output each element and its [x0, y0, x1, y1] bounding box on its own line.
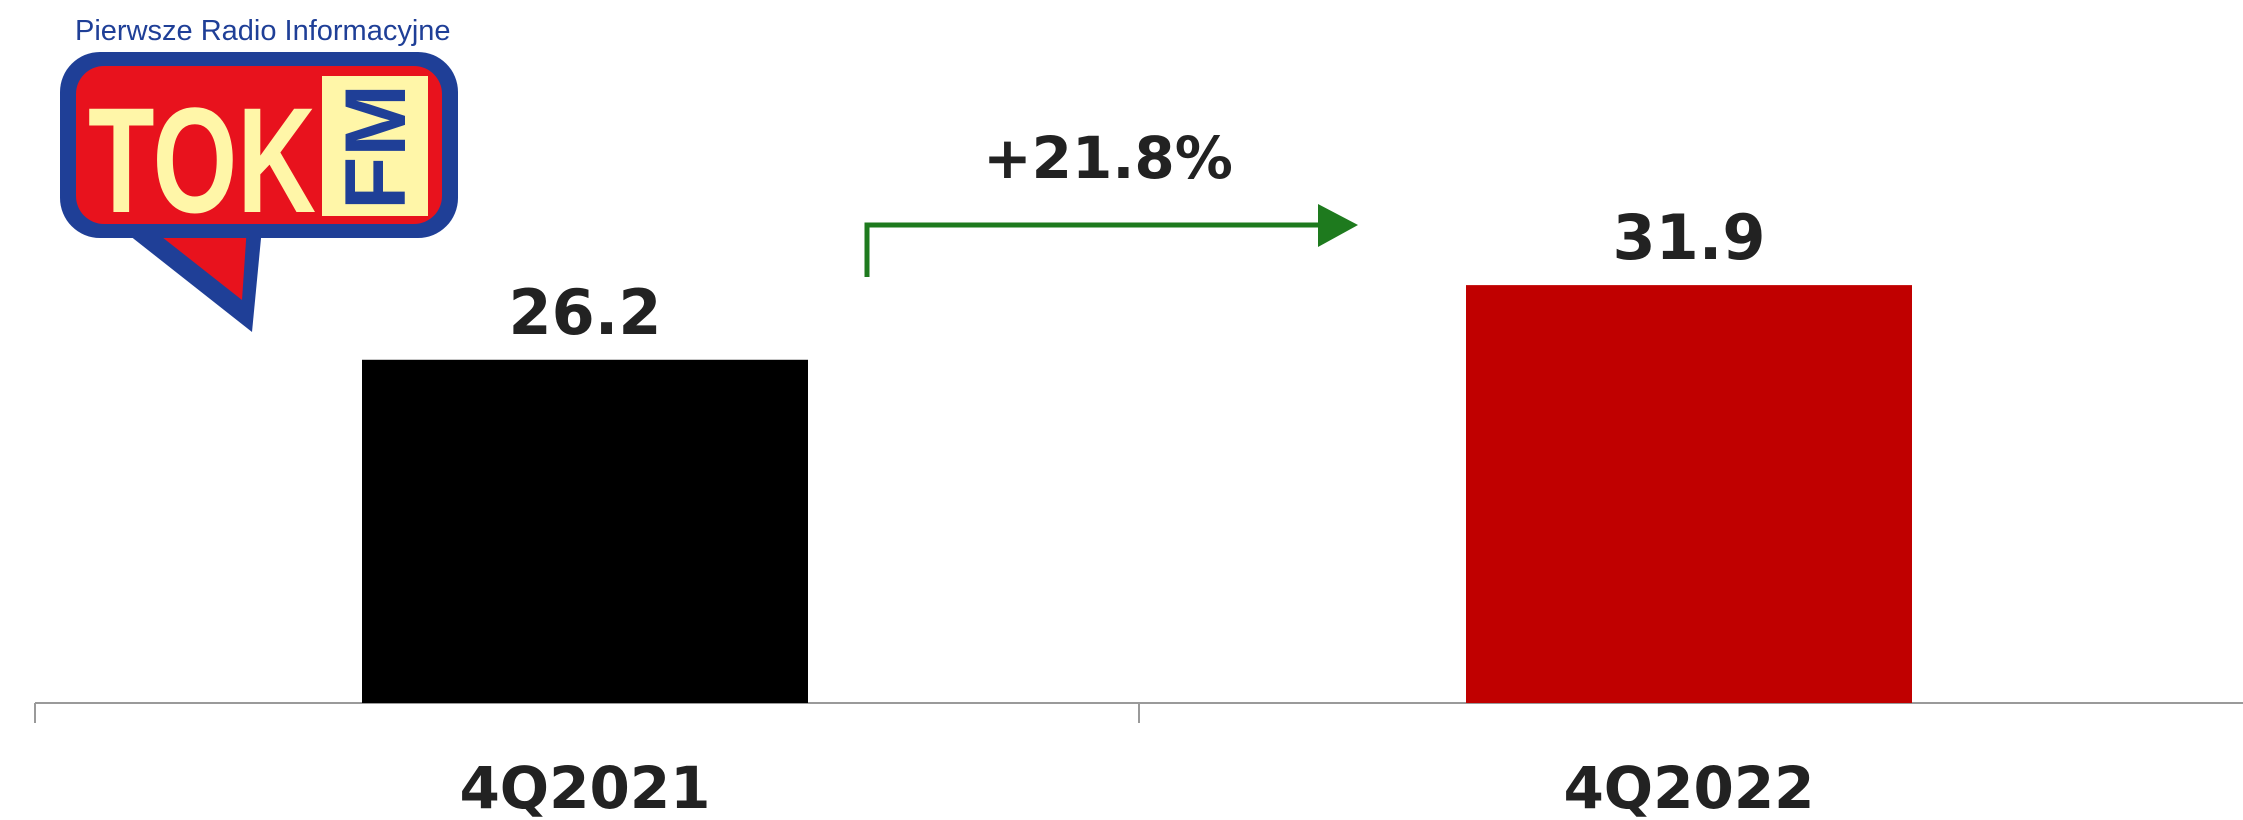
bar-4Q2022 [1466, 285, 1912, 703]
logo-brand-suffix: FM [328, 84, 424, 210]
logo-brand: TOK [88, 76, 316, 244]
bar-value-label: 26.2 [509, 276, 662, 349]
logo-speech-tail-inner [148, 226, 247, 300]
logo-fm-panel [322, 76, 428, 216]
change-arrow-line [864, 222, 1320, 277]
logo-tagline: Pierwsze Radio Informacyjne [75, 15, 451, 47]
bar-value-label: 31.9 [1613, 201, 1766, 274]
change-label: +21.8% [983, 124, 1233, 192]
category-label: 4Q2022 [1563, 754, 1814, 820]
plot-area: 26.2 4Q2021 31.9 4Q2022 [34, 201, 2243, 820]
category-label: 4Q2021 [459, 754, 710, 820]
tokfm-logo: Pierwsze Radio Informacyjne TOK FM [60, 15, 458, 332]
change-annotation: +21.8% [864, 124, 1358, 277]
change-arrow-head [1318, 204, 1358, 247]
bar-4Q2021 [362, 359, 808, 703]
